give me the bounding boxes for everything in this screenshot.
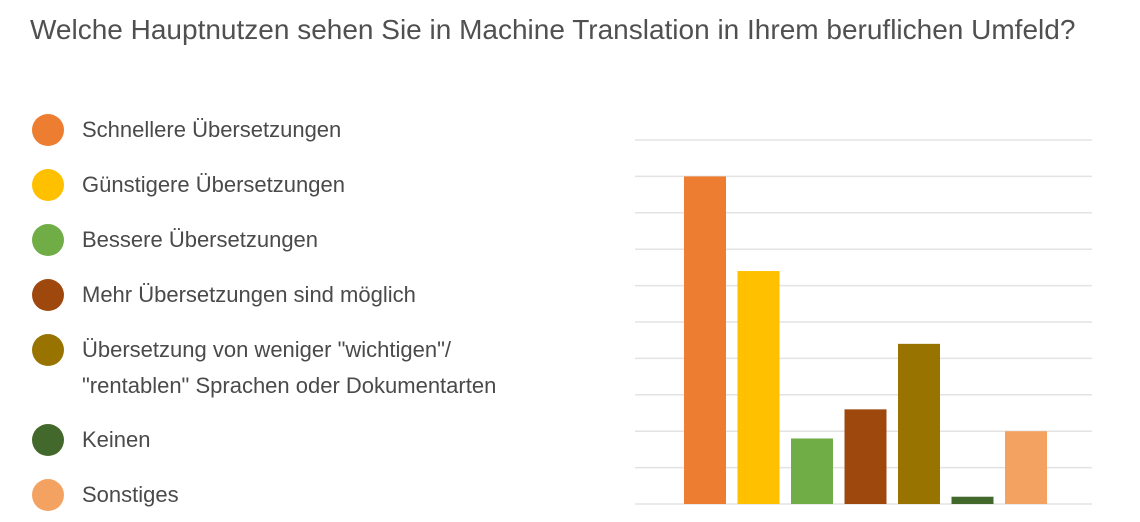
legend-dot-bessere (32, 224, 64, 256)
legend-label-sonstiges: Sonstiges (82, 482, 179, 507)
bar-chart: Schnellere Übersetzungen Günstigere Übers… (630, 120, 1100, 520)
bar-4: Mehr Übersetzungen sind möglich (844, 409, 887, 504)
legend-label-keinen: Keinen (82, 427, 151, 452)
legend-dot-schnellere (32, 114, 64, 146)
legend-label-guenstigere: Günstigere Übersetzungen (82, 172, 345, 197)
legend-dot-keinen (32, 424, 64, 456)
legend-label-schnellere: Schnellere Übersetzungen (82, 117, 342, 142)
legend-label-weniger-wichtige: Übersetzung von weniger "wichtigen"/ "re… (82, 337, 497, 398)
bar-7: Sonstiges (1005, 431, 1047, 504)
legend-label-bessere: Bessere Übersetzungen (82, 227, 319, 252)
legend-label-mehr: Mehr Übersetzungen sind möglich (82, 282, 416, 307)
legend-dot-guenstigere (32, 169, 64, 201)
bar-chart-svg: Schnellere Übersetzungen Günstigere Übers… (635, 139, 1092, 505)
legend-dot-weniger-wichtige (32, 334, 64, 366)
legend-dot-sonstiges (32, 479, 64, 511)
bar-1: Schnellere Übersetzungen (684, 176, 726, 504)
bar-2: Günstigere Übersetzungen (737, 271, 780, 504)
bar-6: Keinen (951, 496, 994, 504)
bar-5: Übersetzung von weniger "wichtigen"/"ren… (898, 343, 940, 504)
bar-3: Bessere Übersetzungen (791, 438, 833, 504)
survey-question: Welche Hauptnutzen sehen Sie in Machine … (30, 14, 1076, 45)
legend-dot-mehr (32, 279, 64, 311)
